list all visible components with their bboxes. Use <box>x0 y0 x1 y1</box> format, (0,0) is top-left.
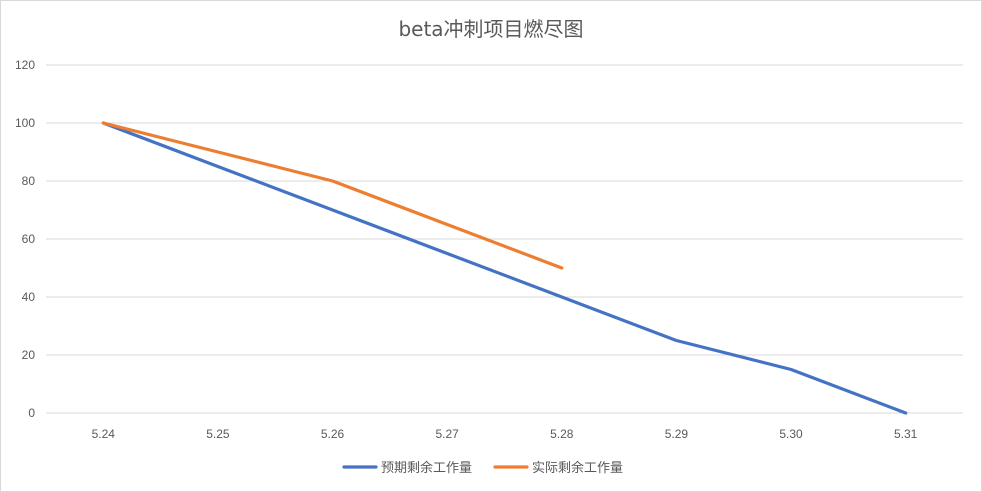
x-tick-label: 5.24 <box>92 427 116 441</box>
gridlines <box>46 64 963 414</box>
chart-title: beta冲刺项目燃尽图 <box>398 17 583 41</box>
y-tick-label: 60 <box>22 232 36 246</box>
y-axis-ticks: 0 20 40 60 80 100 120 <box>15 58 35 420</box>
y-tick-label: 40 <box>22 290 36 304</box>
series-lines <box>101 121 908 415</box>
legend-label-1: 预期剩余工作量 <box>381 460 472 476</box>
y-tick-label: 20 <box>22 348 36 362</box>
y-tick-label: 80 <box>22 174 36 188</box>
y-tick-label: 0 <box>28 406 35 420</box>
x-tick-label: 5.30 <box>779 427 803 441</box>
series-line-1 <box>101 121 908 415</box>
legend-label-2: 实际剩余工作量 <box>532 460 623 476</box>
x-tick-label: 5.31 <box>894 427 918 441</box>
x-tick-label: 5.29 <box>665 427 689 441</box>
series-line-2 <box>101 121 564 270</box>
y-tick-label: 120 <box>15 58 35 72</box>
x-tick-label: 5.27 <box>436 427 460 441</box>
x-tick-label: 5.26 <box>321 427 345 441</box>
x-axis-ticks: 5.24 5.25 5.26 5.27 5.28 5.29 5.30 5.31 <box>92 427 918 441</box>
x-tick-label: 5.28 <box>550 427 574 441</box>
x-tick-label: 5.25 <box>206 427 230 441</box>
legend: 预期剩余工作量 实际剩余工作量 <box>342 460 623 476</box>
y-tick-label: 100 <box>15 116 35 130</box>
